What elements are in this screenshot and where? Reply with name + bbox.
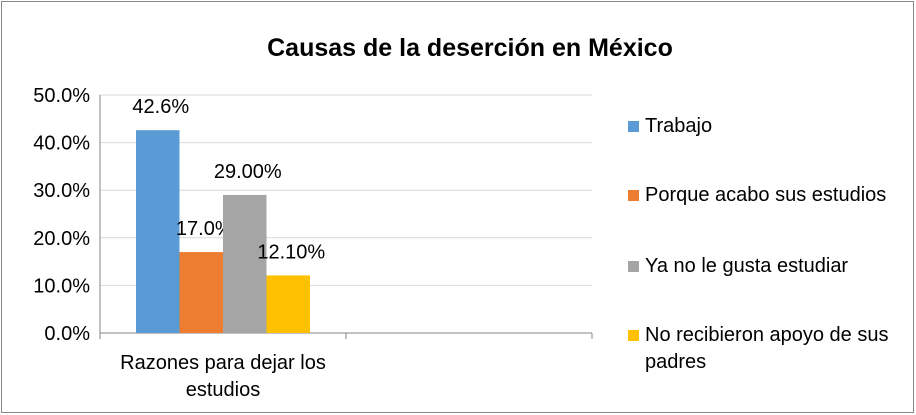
y-tick-label: 40.0% <box>33 133 90 155</box>
bar <box>266 275 310 333</box>
y-tick-label: 50.0% <box>33 85 90 107</box>
y-tick-label: 0.0% <box>44 323 90 345</box>
bar <box>179 252 223 333</box>
y-tick-label: 20.0% <box>33 228 90 250</box>
legend-label: Porque acabo sus estudios <box>645 184 887 206</box>
x-tick-label: Razones para dejar los estudios <box>120 352 326 401</box>
legend-item: Ya no le gusta estudiar <box>628 253 913 280</box>
data-label: 42.6% <box>132 96 189 118</box>
chart-title: Causas de la deserción en México <box>267 34 673 62</box>
data-label: 29.00% <box>214 161 282 183</box>
legend-swatch <box>628 190 639 201</box>
bar <box>223 194 267 333</box>
data-label: 17.0% <box>176 218 233 240</box>
legend-swatch <box>628 121 639 132</box>
legend-item: Trabajo <box>628 113 913 140</box>
data-label: 12.10% <box>257 241 325 263</box>
legend-item: Porque acabo sus estudios <box>628 182 913 209</box>
bar <box>136 130 180 333</box>
y-tick-label: 10.0% <box>33 275 90 297</box>
y-tick-label: 30.0% <box>33 180 90 202</box>
legend-label: Ya no le gusta estudiar <box>645 255 849 277</box>
legend-item: No recibieron apoyo de sus padres <box>628 322 913 376</box>
legend-label: No recibieron apoyo de sus padres <box>645 324 889 373</box>
legend-swatch <box>628 330 639 341</box>
legend-label: Trabajo <box>645 115 713 137</box>
legend-swatch <box>628 261 639 272</box>
